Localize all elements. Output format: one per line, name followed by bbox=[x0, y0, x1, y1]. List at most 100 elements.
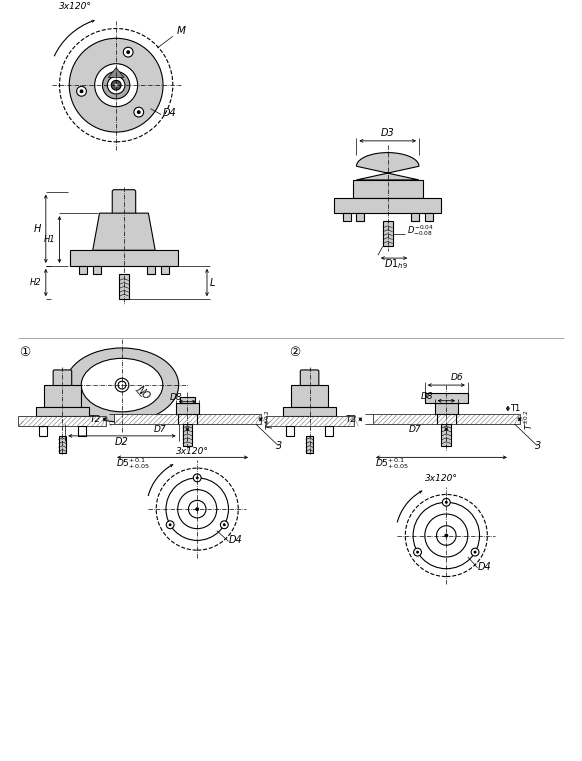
FancyBboxPatch shape bbox=[53, 370, 72, 387]
Text: $D^{-0.04}_{-0.08}$: $D^{-0.04}_{-0.08}$ bbox=[407, 223, 434, 238]
Circle shape bbox=[442, 498, 450, 506]
Text: $D5^{+0.1}_{+0.05}$: $D5^{+0.1}_{+0.05}$ bbox=[375, 456, 409, 470]
Text: 3x120°: 3x120° bbox=[425, 474, 457, 482]
Text: $T^{\pm0.2}$: $T^{\pm0.2}$ bbox=[264, 409, 276, 430]
Text: D4: D4 bbox=[229, 535, 242, 546]
Circle shape bbox=[196, 507, 199, 511]
Polygon shape bbox=[356, 153, 419, 180]
Text: D2: D2 bbox=[115, 437, 129, 447]
Bar bbox=[435, 403, 458, 415]
Circle shape bbox=[223, 524, 226, 526]
Bar bbox=[119, 274, 129, 299]
Text: H: H bbox=[34, 224, 41, 234]
Circle shape bbox=[77, 87, 86, 96]
Circle shape bbox=[445, 501, 448, 504]
Text: T1: T1 bbox=[510, 404, 520, 413]
Bar bbox=[283, 406, 336, 416]
Text: ②: ② bbox=[289, 346, 300, 359]
Circle shape bbox=[115, 378, 129, 392]
Circle shape bbox=[137, 110, 141, 114]
Circle shape bbox=[134, 107, 144, 117]
Bar bbox=[161, 266, 169, 274]
Bar bbox=[44, 385, 81, 406]
Bar bbox=[356, 213, 364, 221]
Text: $T^{\pm0.2}$: $T^{\pm0.2}$ bbox=[523, 409, 535, 430]
Text: H2: H2 bbox=[29, 278, 41, 287]
Bar bbox=[425, 213, 432, 221]
Circle shape bbox=[471, 548, 479, 556]
Text: D3: D3 bbox=[381, 128, 395, 138]
Text: $D1_{h9}$: $D1_{h9}$ bbox=[384, 257, 407, 271]
Bar bbox=[178, 415, 197, 424]
Bar bbox=[436, 415, 456, 424]
Bar bbox=[383, 221, 393, 247]
Bar bbox=[180, 396, 196, 403]
Text: D8: D8 bbox=[170, 393, 183, 402]
Bar bbox=[353, 180, 423, 198]
Text: D7: D7 bbox=[409, 425, 421, 434]
Text: H1: H1 bbox=[44, 235, 56, 244]
Text: L: L bbox=[210, 278, 215, 288]
Bar bbox=[176, 403, 199, 415]
Circle shape bbox=[416, 551, 419, 553]
Circle shape bbox=[193, 474, 201, 482]
Circle shape bbox=[118, 381, 126, 389]
Bar bbox=[183, 424, 192, 446]
Bar bbox=[19, 416, 107, 426]
Circle shape bbox=[196, 476, 198, 479]
Polygon shape bbox=[93, 213, 155, 250]
Circle shape bbox=[413, 502, 480, 568]
Bar bbox=[70, 250, 178, 266]
Text: D6: D6 bbox=[451, 373, 464, 382]
Text: D7: D7 bbox=[153, 425, 166, 434]
Bar bbox=[36, 406, 89, 416]
Bar bbox=[39, 426, 47, 436]
Circle shape bbox=[445, 533, 448, 537]
Bar bbox=[93, 266, 101, 274]
Circle shape bbox=[107, 76, 125, 94]
Polygon shape bbox=[108, 68, 124, 78]
Circle shape bbox=[178, 489, 217, 529]
Bar bbox=[325, 426, 333, 436]
Text: D8: D8 bbox=[421, 392, 434, 401]
Bar bbox=[286, 426, 294, 436]
Circle shape bbox=[123, 47, 133, 57]
Text: $D5^{+0.1}_{+0.05}$: $D5^{+0.1}_{+0.05}$ bbox=[116, 456, 150, 470]
Circle shape bbox=[166, 521, 174, 529]
Text: M: M bbox=[177, 27, 186, 37]
Text: 3: 3 bbox=[276, 441, 283, 451]
Text: D4: D4 bbox=[478, 562, 491, 572]
Text: 3x120°: 3x120° bbox=[59, 2, 91, 11]
Circle shape bbox=[169, 524, 172, 526]
Bar bbox=[373, 415, 520, 424]
Bar bbox=[265, 416, 353, 426]
Circle shape bbox=[221, 521, 228, 529]
Bar bbox=[147, 266, 155, 274]
Bar bbox=[79, 266, 87, 274]
Ellipse shape bbox=[65, 348, 179, 422]
Circle shape bbox=[102, 72, 130, 99]
Bar bbox=[291, 385, 328, 406]
FancyBboxPatch shape bbox=[112, 189, 136, 215]
Circle shape bbox=[80, 89, 83, 94]
Text: NO: NO bbox=[134, 384, 152, 402]
Circle shape bbox=[69, 38, 163, 132]
Bar bbox=[78, 426, 86, 436]
FancyBboxPatch shape bbox=[300, 370, 319, 387]
Text: ①: ① bbox=[19, 346, 30, 359]
Circle shape bbox=[95, 64, 137, 107]
Text: D4: D4 bbox=[163, 109, 177, 119]
Text: T2: T2 bbox=[345, 415, 356, 424]
Circle shape bbox=[189, 500, 206, 518]
Circle shape bbox=[115, 84, 118, 87]
Bar bbox=[343, 213, 350, 221]
Text: 3: 3 bbox=[535, 441, 541, 451]
Bar bbox=[425, 393, 468, 403]
Circle shape bbox=[126, 50, 130, 54]
Bar bbox=[441, 424, 451, 446]
Circle shape bbox=[119, 383, 125, 387]
Bar bbox=[306, 436, 314, 454]
Bar bbox=[114, 415, 261, 424]
Bar bbox=[334, 198, 441, 213]
Circle shape bbox=[436, 526, 456, 546]
